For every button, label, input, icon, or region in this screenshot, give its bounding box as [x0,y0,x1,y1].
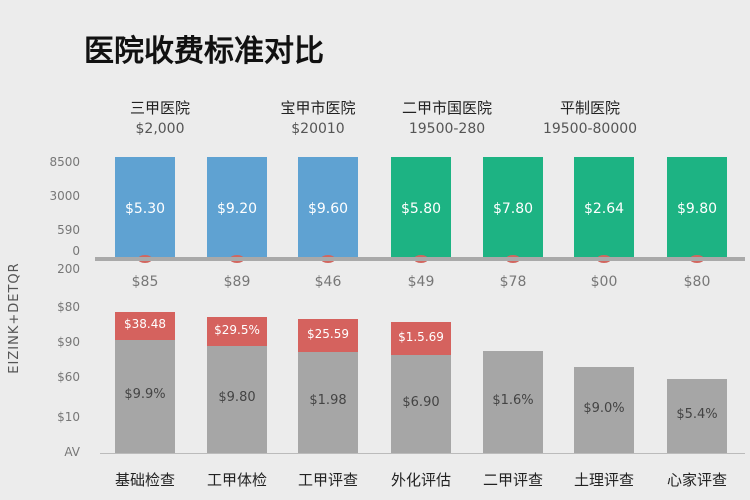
chart-title: 医院收费标准对比 [84,34,324,69]
top-bar-label: $9.80 [676,201,718,217]
category-label: 工甲评查 [297,471,359,489]
category-label: 工甲体检 [206,471,268,489]
top-bar: $9.60 [298,157,358,259]
top-bar: $9.80 [667,157,727,259]
top-bar-label: $9.60 [307,201,349,217]
top-bar: $7.80 [483,157,543,259]
base-bar: $9.80 [207,346,267,454]
base-bar: $1.98 [298,352,358,454]
y-tick-bottom: 200 [57,262,80,276]
top-bar-label: $7.80 [492,201,534,217]
mid-label: $49 [407,274,435,290]
top-bar: $9.20 [207,157,267,259]
extra-bar: $1.5.69 [391,322,451,355]
y-tick-top: 8500 [49,155,80,169]
group-sub: 19500-280 [408,121,486,137]
base-bar-label: $9.0% [583,400,625,416]
top-bar-label: $5.30 [124,201,166,217]
mid-label: $46 [314,274,342,290]
extra-bar-label: $29.5% [214,322,260,337]
y-tick-top: 3000 [49,189,80,203]
top-bar-label: $9.20 [216,201,258,217]
base-bar-label: $5.4% [676,406,718,422]
extra-bar-label: $25.59 [307,326,349,341]
extra-bar: $29.5% [207,317,267,346]
extra-bar: $25.59 [298,319,358,352]
group-sub: 19500-80000 [542,121,638,137]
top-bar: $2.64 [574,157,634,259]
base-bar: $9.9% [115,340,175,454]
group-label: 宝甲市医院 [280,99,356,117]
group-sub: $2,000 [135,121,185,137]
group-label: 三甲医院 [129,99,191,117]
y-tick-top: 0 [72,244,80,258]
mid-label: $85 [131,274,159,290]
y-tick-bottom: AV [64,445,80,459]
y-axis-label: EIZINK+DETQR [7,262,22,374]
top-bar: $5.30 [115,157,175,259]
category-label: 二甲评查 [482,471,544,489]
base-bar-label: $1.6% [492,392,534,408]
bottom-axis [100,453,745,454]
extra-bar-label: $38.48 [124,317,166,331]
y-tick-bottom: $60 [57,370,80,384]
category-label: 基础检查 [114,471,176,489]
top-bar-label: $2.64 [583,201,625,217]
base-bar-label: $9.9% [124,387,166,402]
base-bar-label: $6.90 [402,394,440,410]
base-bar: $6.90 [391,355,451,454]
group-label: 平制医院 [559,99,621,117]
top-bar-label: $5.80 [400,201,442,217]
mid-label: $80 [683,274,711,290]
top-baseline [95,257,745,261]
base-bar-label: $9.80 [218,390,256,405]
base-bar: $9.0% [574,367,634,454]
base-bar: $1.6% [483,351,543,454]
y-tick-bottom: $90 [57,335,80,349]
top-bar: $5.80 [391,157,451,259]
y-tick-top: 590 [57,223,80,237]
extra-bar: $38.48 [115,312,175,340]
category-label: 心家评查 [666,471,728,489]
y-tick-bottom: $10 [57,410,80,424]
y-tick-bottom: $80 [57,300,80,314]
base-bar: $5.4% [667,379,727,454]
base-bar-label: $1.98 [309,393,347,408]
category-label: 外化评估 [390,471,452,489]
group-label: 二甲市国医院 [401,99,493,117]
category-label: 土理评查 [573,471,635,489]
mid-label: $78 [499,274,527,290]
mid-label: $00 [590,274,618,290]
extra-bar-label: $1.5.69 [398,329,444,344]
group-sub: $20010 [291,121,345,137]
mid-label: $89 [223,274,251,290]
